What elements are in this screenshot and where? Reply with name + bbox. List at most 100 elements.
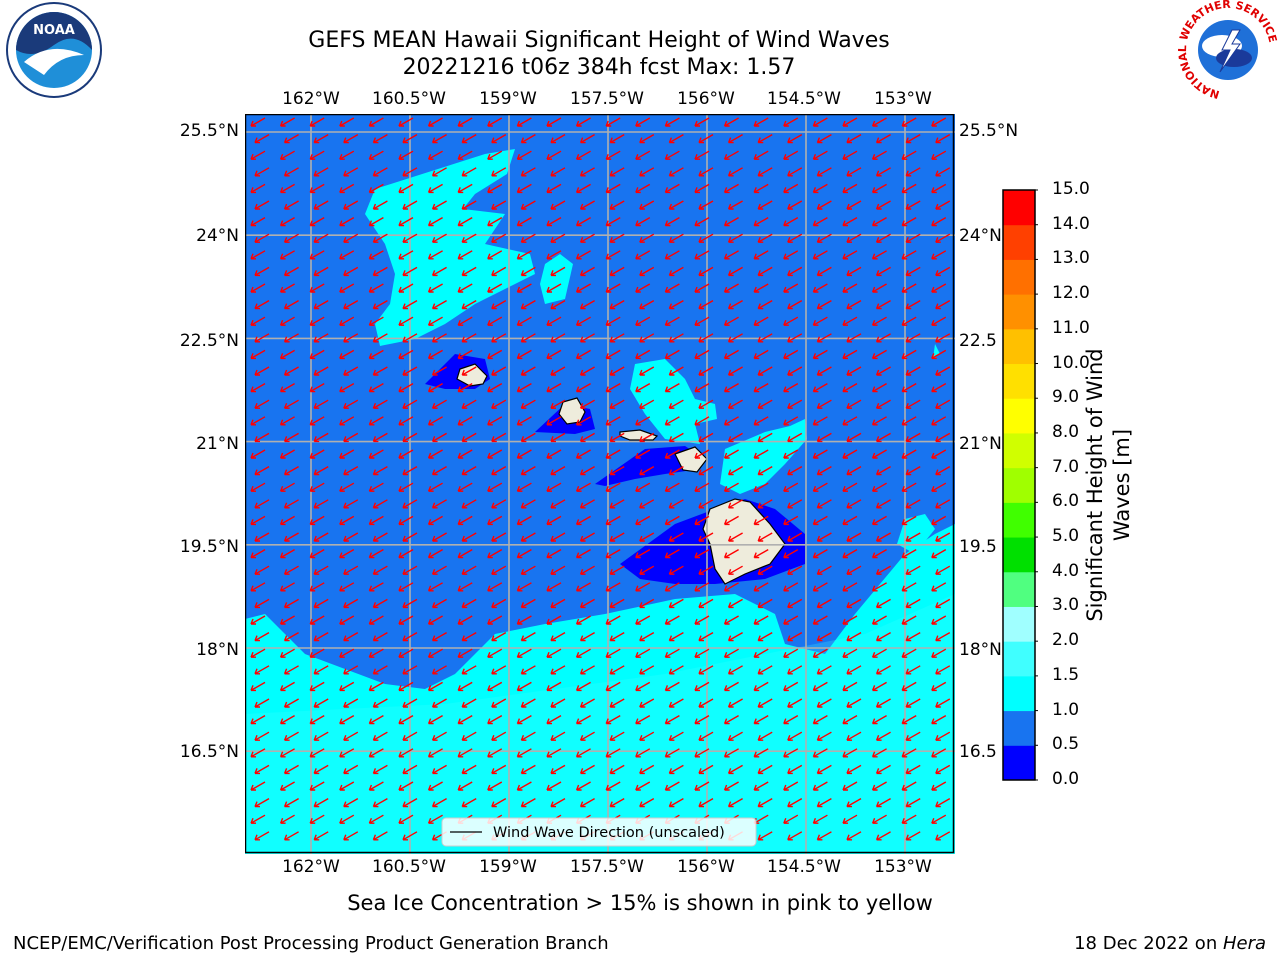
wave-direction-arrow (372, 200, 388, 210)
wave-direction-arrow (431, 598, 447, 609)
wave-direction-arrow (575, 117, 591, 127)
wave-direction-arrow (457, 781, 473, 791)
wave-direction-arrow (250, 548, 266, 559)
wave-direction-arrow (487, 216, 503, 227)
wave-direction-arrow (343, 565, 359, 575)
wave-direction-arrow (639, 133, 655, 144)
wave-direction-arrow (398, 714, 414, 725)
wave-direction-arrow (635, 316, 651, 326)
wave-direction-arrow (368, 117, 384, 127)
wave-direction-arrow (520, 797, 536, 808)
wave-direction-arrow (427, 183, 443, 194)
wave-direction-arrow (550, 665, 566, 675)
wave-direction-arrow (935, 266, 951, 277)
wave-direction-arrow (816, 797, 832, 808)
wave-direction-arrow (398, 814, 414, 824)
lon-label: 162°W (282, 857, 340, 877)
wave-direction-arrow (491, 665, 507, 675)
wave-direction-arrow (402, 366, 418, 376)
wave-direction-arrow (668, 233, 684, 243)
colorbar-tick-label: 1.0 (1052, 699, 1080, 720)
wave-direction-arrow (546, 615, 562, 625)
wave-direction-arrow (398, 283, 414, 293)
wave-direction-arrow (871, 250, 887, 260)
wave-direction-arrow (368, 449, 384, 459)
wave-direction-arrow (368, 283, 384, 293)
wave-direction-arrow (372, 797, 388, 808)
wave-direction-arrow (935, 299, 951, 310)
wave-direction-arrow (254, 366, 270, 376)
wave-direction-arrow (283, 665, 299, 675)
wave-direction-arrow (402, 598, 418, 609)
wave-direction-arrow (609, 532, 625, 542)
wave-direction-arrow (816, 133, 832, 144)
wave-direction-arrow (254, 764, 270, 775)
wave-direction-arrow (812, 416, 828, 426)
wave-direction-arrow (427, 548, 443, 559)
wave-direction-arrow (609, 698, 625, 708)
wave-direction-arrow (427, 382, 443, 393)
wave-direction-arrow (372, 167, 388, 177)
footer-credit: NCEP/EMC/Verification Post Processing Pr… (13, 933, 609, 954)
wave-direction-arrow (279, 416, 295, 426)
wave-direction-arrow (931, 283, 947, 293)
wave-direction-arrow (279, 150, 295, 160)
wave-direction-arrow (520, 598, 536, 609)
wave-direction-arrow (427, 515, 443, 526)
colorbar-segment (1003, 190, 1035, 226)
wave-direction-arrow (816, 366, 832, 376)
wave-direction-arrow (698, 432, 714, 443)
wave-direction-arrow (783, 382, 799, 393)
wave-direction-arrow (787, 432, 803, 443)
wave-direction-arrow (905, 366, 921, 376)
wave-direction-arrow (550, 598, 566, 609)
wave-direction-arrow (487, 515, 503, 526)
wave-direction-arrow (753, 382, 769, 393)
noaa-logo: NOAA (4, 0, 104, 104)
wave-direction-arrow (901, 714, 917, 725)
wave-direction-arrow (846, 432, 862, 443)
wave-direction-arrow (520, 631, 536, 642)
wave-direction-arrow (753, 183, 769, 194)
wave-direction-arrow (250, 449, 266, 459)
wave-direction-arrow (520, 200, 536, 210)
wave-direction-arrow (901, 349, 917, 360)
colorbar-segment (1003, 571, 1035, 607)
wave-direction-arrow (905, 831, 921, 841)
wave-direction-arrow (871, 615, 887, 625)
wave-direction-arrow (639, 200, 655, 210)
wave-direction-arrow (935, 764, 951, 775)
wave-direction-arrow (753, 681, 769, 692)
wave-direction-arrow (309, 681, 325, 692)
wave-direction-arrow (727, 631, 743, 642)
wave-direction-arrow (575, 382, 591, 393)
wave-direction-arrow (457, 183, 473, 194)
wave-direction-arrow (727, 532, 743, 542)
wave-direction-arrow (875, 133, 891, 144)
wave-direction-arrow (787, 764, 803, 775)
wave-direction-arrow (398, 648, 414, 658)
wave-direction-arrow (283, 698, 299, 708)
wave-direction-arrow (398, 548, 414, 559)
wave-direction-arrow (398, 748, 414, 758)
wave-direction-arrow (427, 648, 443, 658)
wave-direction-arrow (457, 382, 473, 393)
wave-direction-arrow (727, 432, 743, 443)
wave-direction-arrow (931, 548, 947, 559)
wave-direction-arrow (757, 565, 773, 575)
wave-direction-arrow (309, 183, 325, 194)
wave-direction-arrow (431, 167, 447, 177)
wave-direction-arrow (875, 299, 891, 310)
wave-direction-arrow (931, 449, 947, 459)
wave-direction-arrow (516, 250, 532, 260)
colorbar-segment (1003, 537, 1035, 573)
wave-direction-arrow (368, 216, 384, 227)
wave-direction-arrow (753, 515, 769, 526)
wave-direction-arrow (875, 200, 891, 210)
wave-direction-arrow (875, 731, 891, 741)
wave-direction-arrow (783, 814, 799, 824)
wave-direction-arrow (402, 797, 418, 808)
wave-direction-arrow (254, 432, 270, 443)
wave-direction-arrow (753, 781, 769, 791)
wave-direction-arrow (431, 698, 447, 708)
